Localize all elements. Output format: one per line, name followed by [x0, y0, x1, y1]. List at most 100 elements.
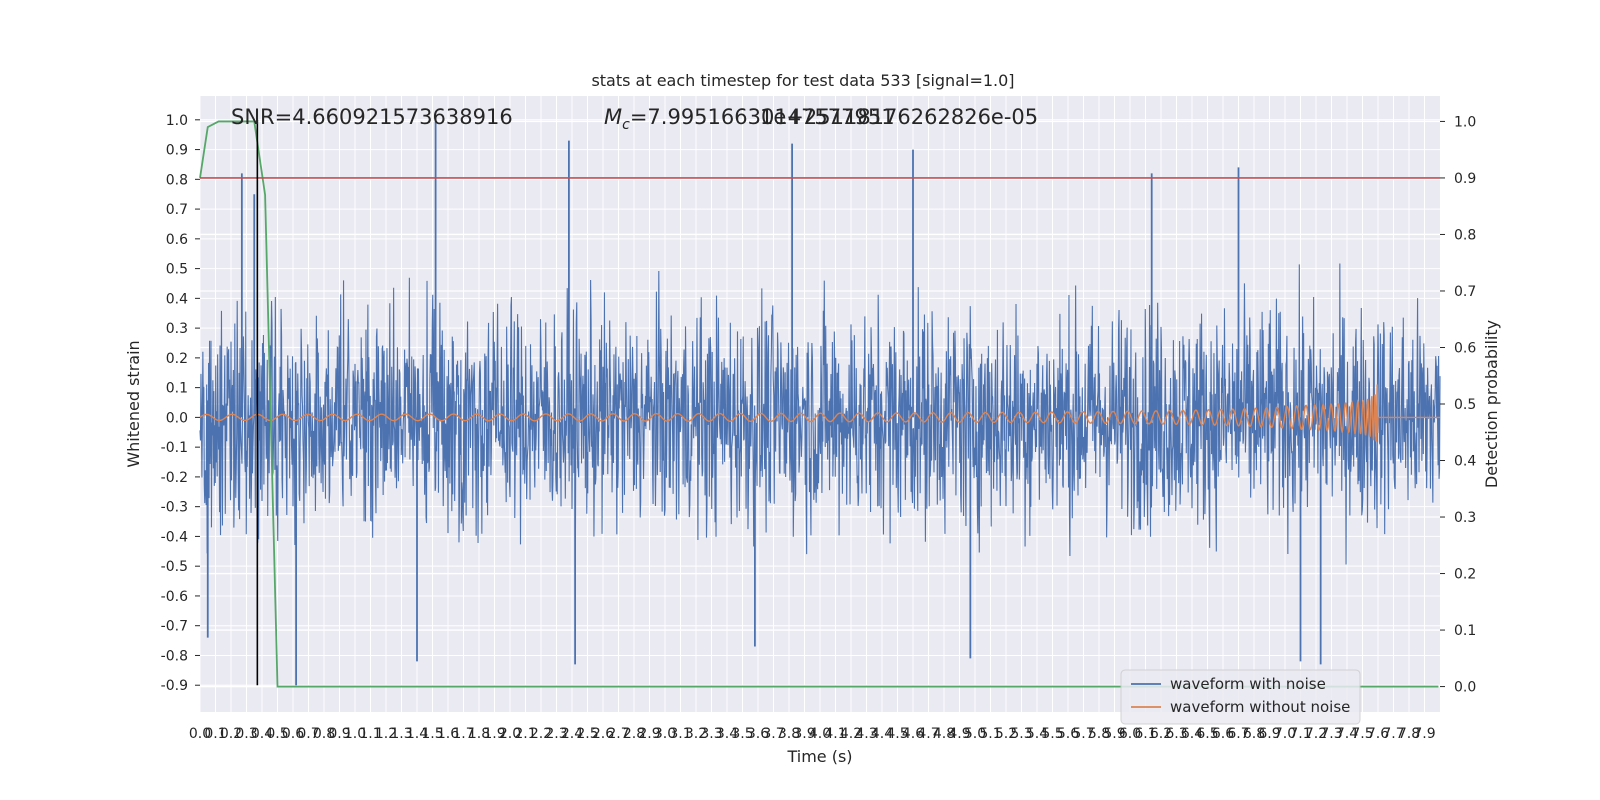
x-tick-label: 0.3	[235, 726, 257, 742]
x-tick-label: 6.3	[1165, 726, 1187, 742]
x-tick-label: 1.5	[421, 726, 443, 742]
x-tick-label: 4.7	[917, 726, 939, 742]
x-tick-label: 3.8	[778, 726, 800, 742]
chirp-mass-symbol: M	[604, 105, 622, 129]
y-tick-left-label: 0.1	[166, 381, 188, 397]
x-tick-label: 1.1	[359, 726, 381, 742]
y-axis-right: 1.0 0.9 0.8 0.7 0.6 0.5 0.4 0.3 0.2 0.1 0.0	[1440, 114, 1476, 696]
x-tick-label: 5.3	[1010, 726, 1032, 742]
x-axis-label: Time (s)	[786, 747, 852, 766]
x-tick-label: 5.9	[1103, 726, 1125, 742]
x-tick-label: 3.4	[716, 726, 738, 742]
y-tick-right-label: 0.6	[1454, 340, 1476, 356]
x-tick-label: 7.1	[1289, 726, 1311, 742]
x-tick-label: 3.7	[762, 726, 784, 742]
x-axis: 0.00.10.20.30.40.50.60.70.80.91.01.11.21…	[189, 726, 1436, 742]
y-tick-left-label: -0.3	[161, 500, 188, 516]
y-tick-right-label: 0.5	[1454, 397, 1476, 413]
x-tick-label: 4.1	[824, 726, 846, 742]
x-tick-label: 5.4	[1026, 726, 1048, 742]
y-tick-left-label: -0.9	[161, 678, 188, 694]
extra-annotation: 1e+25118176262826e-05	[760, 105, 1038, 129]
x-tick-label: 5.2	[995, 726, 1017, 742]
series-waveform-without-noise	[199, 384, 1440, 442]
x-tick-label: 5.8	[1088, 726, 1110, 742]
x-tick-label: 7.9	[1413, 726, 1435, 742]
x-tick-label: 1.7	[452, 726, 474, 742]
x-tick-label: 6.5	[1196, 726, 1218, 742]
y-tick-left-label: 0.2	[166, 351, 188, 367]
x-tick-label: 2.5	[576, 726, 598, 742]
legend-label-noise: waveform with noise	[1170, 675, 1326, 693]
x-tick-label: 6.0	[1119, 726, 1141, 742]
x-tick-label: 7.7	[1382, 726, 1404, 742]
y-tick-left-label: 0.9	[166, 143, 188, 159]
snr-annotation: SNR=4.660921573638916	[231, 105, 513, 129]
series-detection-probability	[199, 120, 1439, 688]
y-tick-left-label: -0.5	[161, 559, 188, 575]
x-tick-label: 4.0	[809, 726, 831, 742]
y-tick-right-label: 0.1	[1454, 623, 1476, 639]
y-tick-left-label: -0.8	[161, 648, 188, 664]
y-tick-left-label: 0.7	[166, 202, 188, 218]
x-tick-label: 0.6	[282, 726, 304, 742]
x-tick-label: 1.6	[437, 726, 459, 742]
x-tick-label: 5.6	[1057, 726, 1079, 742]
x-tick-label: 5.0	[964, 726, 986, 742]
x-tick-label: 0.9	[328, 726, 350, 742]
x-tick-label: 6.6	[1212, 726, 1234, 742]
y-tick-left-label: 0.8	[166, 172, 188, 188]
x-tick-label: 1.9	[483, 726, 505, 742]
y-tick-right-label: 1.0	[1454, 114, 1476, 130]
x-tick-label: 4.6	[902, 726, 924, 742]
x-tick-label: 6.8	[1243, 726, 1265, 742]
detection-probability-line	[199, 120, 1439, 688]
y-tick-right-label: 0.3	[1454, 510, 1476, 526]
y-axis-right-label: Detection probability	[1482, 320, 1501, 488]
x-tick-label: 2.1	[514, 726, 536, 742]
y-tick-left-label: 0.3	[166, 321, 188, 337]
x-tick-label: 4.2	[840, 726, 862, 742]
x-tick-label: 6.2	[1150, 726, 1172, 742]
y-tick-right-label: 0.7	[1454, 284, 1476, 300]
x-tick-label: 6.7	[1227, 726, 1249, 742]
x-tick-label: 3.5	[731, 726, 753, 742]
y-axis-left: 1.0 0.9 0.8 0.7 0.6 0.5 0.4 0.3 0.2 0.1 0.0 -0.1 -0.…	[161, 113, 200, 694]
legend: waveform with noise waveform without noi…	[1120, 669, 1361, 725]
y-tick-left-label: 0.0	[166, 410, 188, 426]
y-axis-left-label: Whitened strain	[124, 340, 143, 467]
x-tick-label: 7.0	[1274, 726, 1296, 742]
legend-label-clean: waveform without noise	[1170, 698, 1350, 716]
legend-box	[1120, 669, 1361, 725]
x-tick-label: 0.7	[297, 726, 319, 742]
x-tick-label: 2.9	[638, 726, 660, 742]
x-tick-label: 1.4	[406, 726, 428, 742]
y-tick-right-label: 0.0	[1454, 680, 1476, 696]
y-tick-right-label: 0.4	[1454, 454, 1476, 470]
x-tick-label: 6.4	[1181, 726, 1203, 742]
x-tick-label: 3.6	[747, 726, 769, 742]
x-tick-label: 0.5	[266, 726, 288, 742]
x-tick-label: 7.5	[1351, 726, 1373, 742]
x-tick-label: 2.6	[592, 726, 614, 742]
x-tick-label: 7.8	[1398, 726, 1420, 742]
x-tick-label: 7.2	[1305, 726, 1327, 742]
x-tick-label: 1.2	[375, 726, 397, 742]
y-tick-left-label: -0.4	[161, 529, 188, 545]
x-tick-label: 2.0	[499, 726, 521, 742]
chart-title: stats at each timestep for test data 533…	[591, 71, 1014, 90]
chirp-mass-value: =7.99516630147577951	[630, 105, 895, 129]
y-tick-left-label: 0.5	[166, 262, 188, 278]
x-tick-label: 5.5	[1041, 726, 1063, 742]
x-tick-label: 0.2	[220, 726, 242, 742]
x-tick-label: 3.3	[700, 726, 722, 742]
x-tick-label: 0.0	[189, 726, 211, 742]
y-tick-left-label: -0.2	[161, 470, 188, 486]
y-tick-right-label: 0.2	[1454, 567, 1476, 583]
waveform-without-noise-line	[199, 384, 1440, 442]
x-tick-label: 5.7	[1072, 726, 1094, 742]
x-tick-label: 2.7	[607, 726, 629, 742]
x-tick-label: 3.0	[654, 726, 676, 742]
x-tick-label: 4.5	[886, 726, 908, 742]
